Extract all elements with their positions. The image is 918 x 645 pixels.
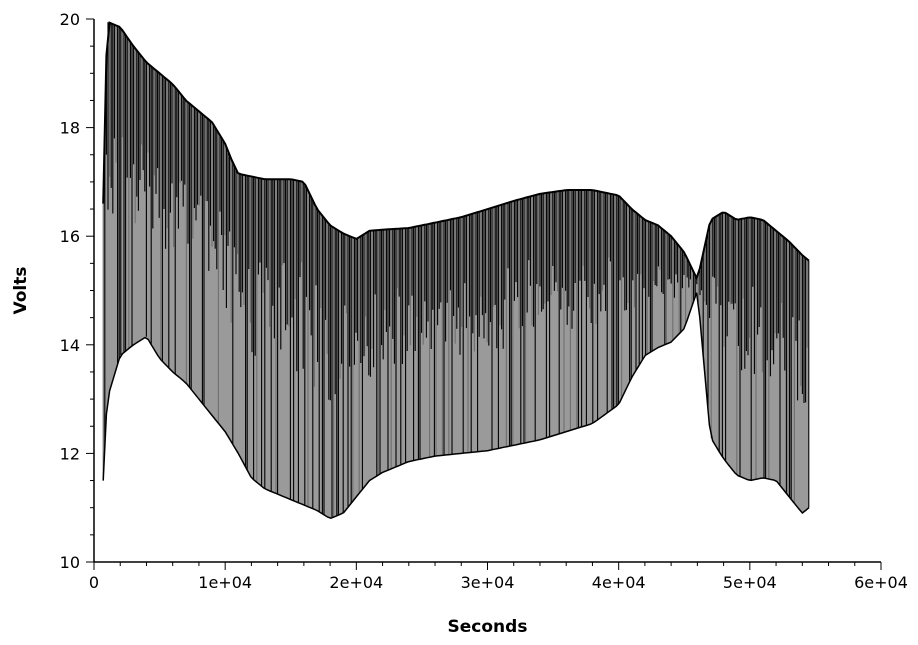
x-tick-label: 2e+04 [329,573,383,592]
x-tick-label: 5e+04 [723,573,777,592]
x-tick-label: 0 [89,573,99,592]
y-tick-label: 12 [60,444,80,463]
x-tick-label: 6e+04 [854,573,908,592]
x-axis-ticks: 0 1e+04 2e+04 3e+04 4e+04 5e+04 6e+04 [89,562,908,592]
y-tick-label: 10 [60,553,80,572]
x-tick-label: 3e+04 [461,573,515,592]
y-tick-label: 18 [60,119,80,138]
x-axis-title: Seconds [448,617,528,637]
plot-area [102,21,810,520]
y-tick-label: 16 [60,227,80,246]
x-tick-label: 4e+04 [592,573,646,592]
y-axis-ticks: 10 12 14 16 18 20 [60,10,94,572]
x-tick-label: 1e+04 [198,573,252,592]
series-0-upper-line [102,21,810,281]
series-0-trace [102,22,810,518]
series-0-fill [103,22,809,519]
y-tick-label: 20 [60,10,80,29]
y-axis-title: Volts [11,267,31,315]
series-0-lower-line [102,292,810,520]
y-tick-label: 14 [60,336,80,355]
